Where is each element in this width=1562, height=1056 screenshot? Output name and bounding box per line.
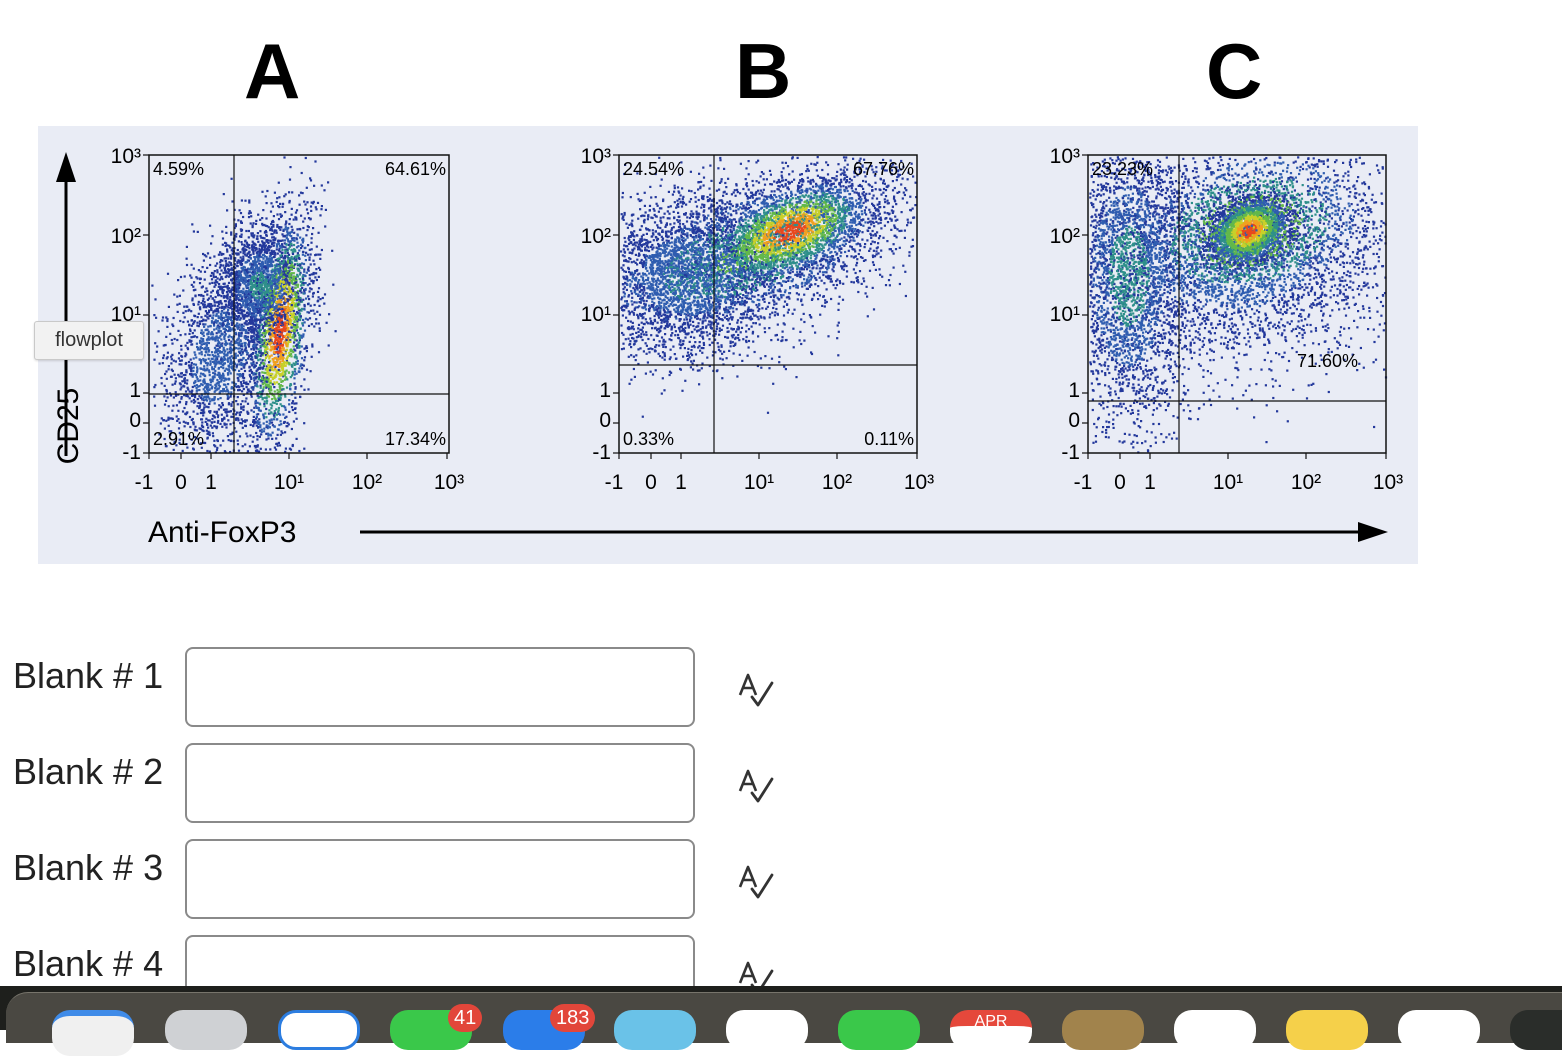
- quadrant-top-right-b: 67.76%: [853, 159, 914, 179]
- y-tick-c-3: 10¹: [1050, 303, 1080, 326]
- x-axis-label: Anti-FoxP3: [148, 516, 296, 549]
- flow-cytometry-figure: CD25 Anti-FoxP3 4.59% 64.61% 2.91% 17.34…: [38, 126, 1418, 564]
- quadrant-top-left-c: 23.23%: [1092, 159, 1153, 179]
- spell-check-icon[interactable]: [736, 669, 776, 709]
- x-tick-a-4: 10²: [352, 471, 382, 494]
- y-tick-c-0: -1: [1061, 441, 1080, 464]
- y-tick-b-4: 10²: [581, 225, 611, 248]
- blank-label-3: Blank # 3: [13, 847, 163, 889]
- safari-icon[interactable]: [278, 1010, 360, 1050]
- y-tick-a-5: 10³: [111, 145, 141, 168]
- quadrant-bottom-left-b: 0.33%: [623, 429, 674, 449]
- panel-letter-a: A: [244, 32, 300, 110]
- x-tick-c-3: 10¹: [1213, 471, 1243, 494]
- freeform-icon[interactable]: [1398, 1010, 1480, 1050]
- blank-label-1: Blank # 1: [13, 655, 163, 697]
- quadrant-bottom-right-b: 0.11%: [864, 429, 914, 449]
- quadrant-bottom-right-a: 17.34%: [385, 429, 446, 449]
- y-tick-b-3: 10¹: [581, 303, 611, 326]
- x-tick-a-2: 1: [205, 471, 217, 494]
- blank-label-2: Blank # 2: [13, 751, 163, 793]
- y-tick-b-0: -1: [592, 441, 611, 464]
- x-tick-a-3: 10¹: [274, 471, 304, 494]
- tv-icon[interactable]: [1510, 1010, 1562, 1050]
- y-tick-b-2: 1: [599, 379, 611, 402]
- calendar-month: APR: [950, 1013, 1032, 1031]
- blank-row-2: Blank # 2: [0, 743, 800, 827]
- y-tick-a-0: -1: [122, 441, 141, 464]
- y-tick-c-4: 10²: [1050, 225, 1080, 248]
- x-tick-c-4: 10²: [1291, 471, 1321, 494]
- blank-input-1[interactable]: [185, 647, 695, 727]
- x-tick-b-1: 0: [645, 471, 657, 494]
- reminders-icon[interactable]: [1174, 1010, 1256, 1050]
- blank-row-3: Blank # 3: [0, 839, 800, 923]
- quadrant-top-right-c: 71.60%: [1297, 351, 1358, 371]
- quadrant-top-left-a: 4.59%: [153, 159, 204, 179]
- y-tick-a-1: 0: [129, 409, 141, 432]
- blank-input-3[interactable]: [185, 839, 695, 919]
- x-tick-c-0: -1: [1074, 471, 1093, 494]
- mail-badge: 183: [550, 1004, 595, 1032]
- x-tick-b-4: 10²: [822, 471, 852, 494]
- x-tick-a-1: 0: [175, 471, 187, 494]
- spell-check-icon[interactable]: [736, 861, 776, 901]
- image-tooltip: flowplot: [34, 321, 144, 360]
- y-tick-c-2: 1: [1068, 379, 1080, 402]
- maps-icon[interactable]: [614, 1010, 696, 1050]
- photos-icon[interactable]: [726, 1010, 808, 1050]
- y-tick-b-1: 0: [599, 409, 611, 432]
- x-tick-b-3: 10¹: [744, 471, 774, 494]
- x-tick-b-0: -1: [605, 471, 624, 494]
- x-tick-c-1: 0: [1114, 471, 1126, 494]
- blank-row-1: Blank # 1: [0, 647, 800, 731]
- panel-letter-c: C: [1206, 32, 1262, 110]
- notes-icon[interactable]: [1286, 1010, 1368, 1050]
- x-tick-a-5: 10³: [434, 471, 464, 494]
- x-tick-c-5: 10³: [1373, 471, 1403, 494]
- finder-icon[interactable]: [52, 1010, 134, 1056]
- launchpad-icon[interactable]: [165, 1010, 247, 1050]
- x-tick-c-2: 1: [1144, 471, 1156, 494]
- blank-input-2[interactable]: [185, 743, 695, 823]
- contacts-icon[interactable]: [1062, 1010, 1144, 1050]
- x-tick-b-2: 1: [675, 471, 687, 494]
- panel-letter-b: B: [735, 32, 791, 110]
- facetime-icon[interactable]: [838, 1010, 920, 1050]
- y-tick-c-5: 10³: [1050, 145, 1080, 168]
- quadrant-top-right-a: 64.61%: [385, 159, 446, 179]
- y-tick-a-4: 10²: [111, 225, 141, 248]
- y-axis-label: CD25: [52, 388, 85, 465]
- y-tick-a-2: 1: [129, 379, 141, 402]
- blank-label-4: Blank # 4: [13, 943, 163, 985]
- x-tick-b-5: 10³: [904, 471, 934, 494]
- messages-badge: 41: [448, 1004, 482, 1032]
- y-tick-b-5: 10³: [581, 145, 611, 168]
- spell-check-icon[interactable]: [736, 765, 776, 805]
- y-tick-c-1: 0: [1068, 409, 1080, 432]
- quadrant-top-left-b: 24.54%: [623, 159, 684, 179]
- x-tick-a-0: -1: [135, 471, 154, 494]
- quadrant-bottom-left-a: 2.91%: [153, 429, 204, 449]
